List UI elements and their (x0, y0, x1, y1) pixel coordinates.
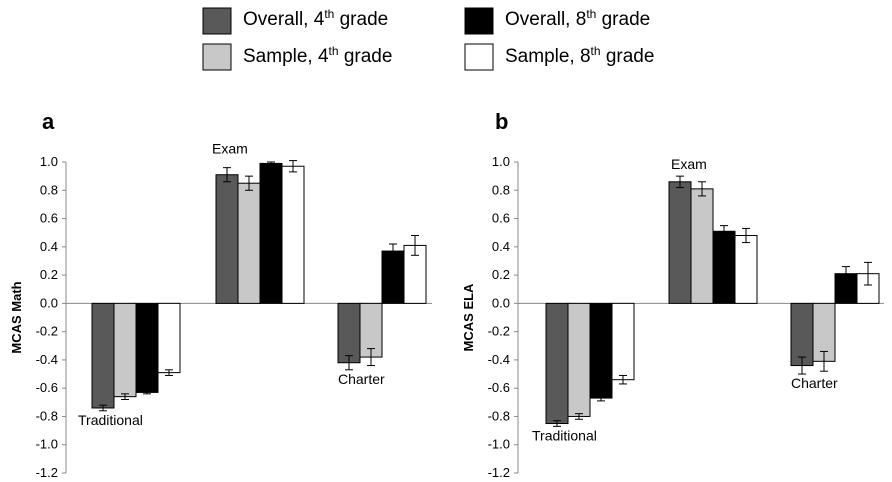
y-tick-label: 0.2 (492, 267, 510, 282)
legend-label: Overall, 8th grade (505, 7, 650, 30)
legend-swatch (464, 7, 494, 35)
bar (611, 302, 635, 381)
bar (734, 235, 758, 304)
y-tick-label: 0.8 (40, 182, 58, 197)
y-tick-label: -1.0 (36, 437, 58, 452)
category-label: Traditional (78, 412, 143, 428)
bar (259, 162, 283, 304)
bar (91, 302, 115, 409)
bar (157, 302, 181, 374)
bar (567, 302, 591, 417)
y-tick-label: 0.4 (40, 239, 58, 254)
y-tick-label: -0.6 (488, 380, 510, 395)
y-tick-label: 1.0 (492, 154, 510, 169)
y-tick-label: -1.0 (488, 437, 510, 452)
legend-swatch (464, 43, 494, 71)
legend-label: Sample, 4th grade (243, 44, 392, 67)
y-tick-label: -0.8 (36, 408, 58, 423)
category-label: Exam (212, 141, 248, 157)
bar (113, 302, 137, 398)
bar (135, 302, 159, 393)
bar (668, 181, 692, 304)
bar (690, 188, 714, 304)
bar (712, 230, 736, 304)
y-tick-label: -1.2 (488, 465, 510, 480)
y-tick-label: -0.6 (36, 380, 58, 395)
y-tick-label: 0.6 (40, 211, 58, 226)
y-tick-label: 0.4 (492, 239, 510, 254)
legend-label: Sample, 8th grade (505, 44, 654, 67)
bar (381, 250, 405, 304)
panel-letter: b (495, 109, 508, 134)
y-axis-label: MCAS Math (9, 281, 24, 353)
category-label: Charter (338, 371, 385, 387)
bar (545, 302, 569, 425)
bar (337, 302, 361, 364)
y-tick-label: -0.8 (488, 408, 510, 423)
y-tick-label: -0.2 (488, 324, 510, 339)
legend-label: Overall, 4th grade (243, 7, 388, 30)
bar (589, 302, 613, 399)
bar (790, 302, 814, 367)
y-tick-label: 0.0 (40, 295, 58, 310)
y-tick-label: -0.2 (36, 324, 58, 339)
y-tick-label: 0.2 (40, 267, 58, 282)
legend-swatch (202, 43, 232, 71)
y-tick-label: -1.2 (36, 465, 58, 480)
panel-a: a MCAS Math 1.0 0.8 0.6 0.4 0.2 0.0 -0.2 -0.4 -0.6… (9, 109, 432, 480)
legend-swatch (202, 7, 232, 35)
y-tick-label: 0.8 (492, 182, 510, 197)
y-tick-label: 1.0 (40, 154, 58, 169)
legend: Overall, 4th grade Sample, 4th grade Overa… (202, 7, 654, 71)
bar (215, 174, 239, 304)
category-label: Charter (791, 375, 838, 391)
y-tick-label: 0.0 (492, 295, 510, 310)
category-label: Traditional (532, 427, 597, 443)
y-tick-label: 0.6 (492, 211, 510, 226)
bar (281, 165, 305, 304)
panel-letter: a (42, 109, 55, 134)
y-tick-label: -0.4 (36, 352, 58, 367)
y-tick-label: -0.4 (488, 352, 510, 367)
y-axis-label: MCAS ELA (461, 283, 476, 352)
category-label: Exam (671, 156, 707, 172)
bar (237, 182, 261, 304)
panel-b: b MCAS ELA 1.0 0.8 0.6 0.4 0.2 0.0 -0.2 -0.4 -0.6 -… (461, 109, 884, 480)
